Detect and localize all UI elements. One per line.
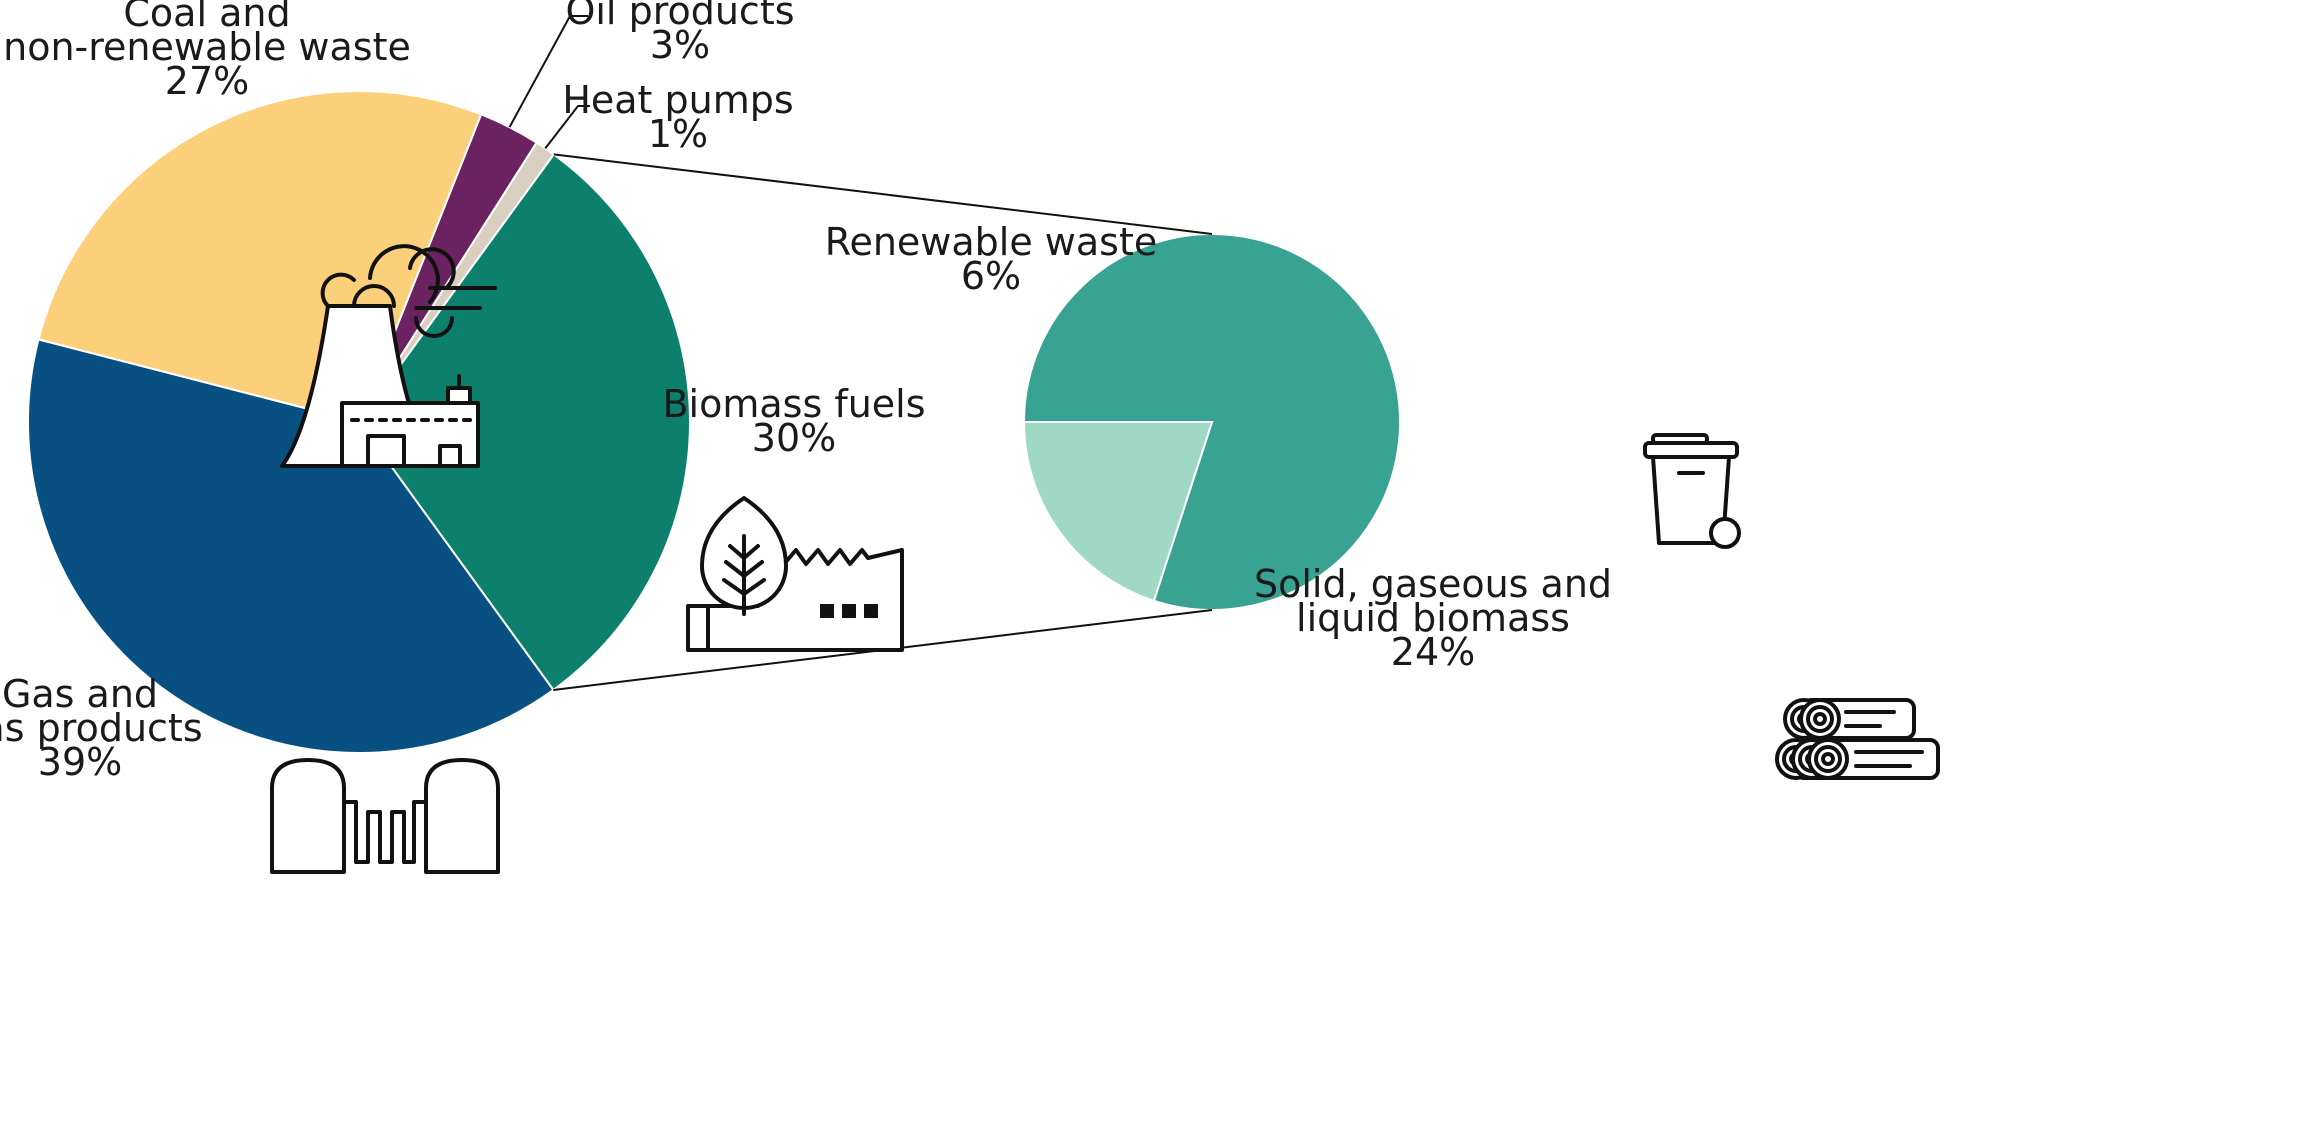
label-solid-gaseous-and: Solid, gaseous and liquid biomass 24% xyxy=(1254,562,1612,674)
label-value: 1% xyxy=(648,112,708,156)
pie-slice-biomass-fuels xyxy=(357,152,691,692)
label-value: 3% xyxy=(650,23,710,67)
label-value: 30% xyxy=(752,416,836,460)
label-text: Solid, gaseous and xyxy=(1254,562,1612,606)
label-text: Oil products xyxy=(565,0,794,33)
labels: Oil products 3%Heat pumps 1%Biomass fuels 3… xyxy=(0,0,1612,784)
power-plant-icon xyxy=(280,244,497,468)
label-text: Gas and xyxy=(2,672,158,716)
label-text: Biomass fuels xyxy=(662,382,925,426)
gas-tanks-icon xyxy=(270,758,500,874)
label-text: liquid biomass xyxy=(1296,596,1570,640)
label-coal-and: Coal and non-renewable waste 27% xyxy=(3,0,411,103)
logs-icon xyxy=(1775,698,1940,780)
label-text: Renewable waste xyxy=(825,220,1157,264)
label-text: gas products xyxy=(0,706,203,750)
waste-bin-icon xyxy=(1643,433,1741,549)
connector-top xyxy=(553,153,1213,235)
leader-oil-products xyxy=(508,15,588,128)
label-value: 27% xyxy=(165,59,249,103)
leader-heat-pumps xyxy=(544,105,590,150)
label-text: Coal and xyxy=(123,0,290,35)
label-value: 39% xyxy=(38,740,122,784)
label-value: 24% xyxy=(1391,630,1475,674)
pie-slice-renewable-waste xyxy=(1022,421,1214,603)
biomass-factory-icon xyxy=(686,496,904,652)
label-oil-products: Oil products 3% xyxy=(565,0,794,67)
biomass-breakdown-pie xyxy=(1022,233,1401,611)
label-biomass-fuels: Biomass fuels 30% xyxy=(662,382,925,460)
label-heat-pumps: Heat pumps 1% xyxy=(562,78,793,156)
label-renewable-waste: Renewable waste 6% xyxy=(825,220,1157,298)
label-text: non-renewable waste xyxy=(3,25,411,69)
label-value: 6% xyxy=(961,254,1021,298)
label-text: Heat pumps xyxy=(562,78,793,122)
pie-slice-gas-and xyxy=(27,338,555,754)
